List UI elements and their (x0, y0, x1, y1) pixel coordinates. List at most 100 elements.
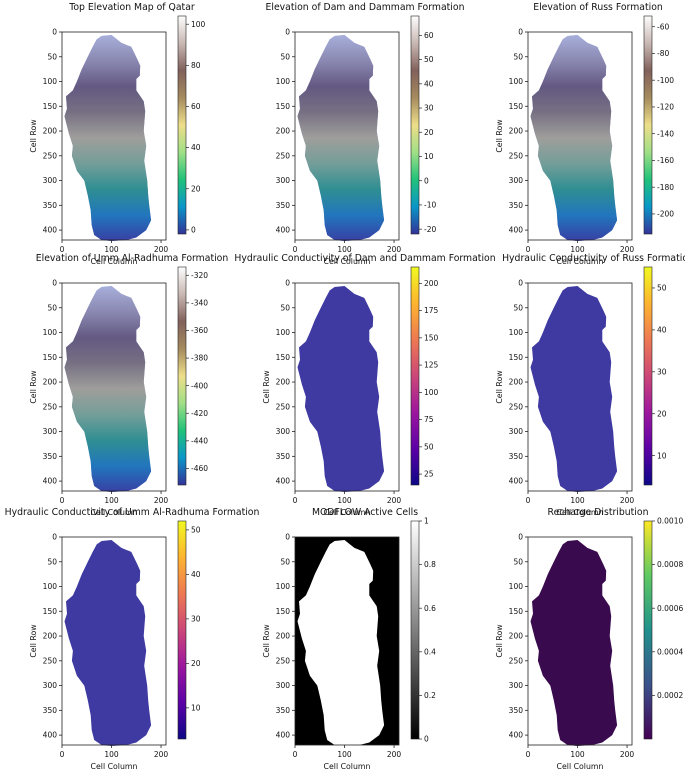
x-axis-label: Cell Column (91, 257, 138, 266)
y-tick-label: 350 (276, 201, 291, 210)
colorbar-tick-label: 10 (657, 451, 667, 460)
colorbar-tick-label: 100 (424, 388, 439, 397)
x-tick-label: 100 (570, 750, 585, 759)
y-tick-label: 400 (43, 731, 58, 740)
colorbar-tick-label: 0.4 (424, 647, 436, 656)
y-tick-label: 350 (276, 452, 291, 461)
colorbar-tick-label: -360 (191, 326, 208, 335)
y-tick-label: 300 (509, 176, 524, 185)
y-tick-label: 150 (43, 102, 58, 111)
colorbar-tick-label: -160 (657, 156, 674, 165)
x-tick-label: 0 (526, 496, 531, 505)
colorbar-tick-label: 1 (424, 517, 429, 526)
y-tick-label: 300 (509, 427, 524, 436)
y-tick-label: 150 (276, 353, 291, 362)
colorbar-tick-label: 150 (424, 333, 439, 342)
active-cells (297, 540, 385, 746)
chart-panel-7: Hydraulic Conductivity of Umm Al-Radhuma… (5, 507, 260, 771)
colorbar (410, 520, 420, 740)
colorbar-tick-label: 175 (424, 306, 439, 315)
colorbar-tick-label: 40 (424, 79, 434, 88)
y-tick-label: 350 (509, 201, 524, 210)
y-tick-label: 100 (276, 328, 291, 337)
map-shape (530, 540, 618, 746)
y-tick-label: 0 (285, 279, 290, 288)
x-tick-label: 0 (60, 750, 65, 759)
colorbar-tick-label: -180 (657, 183, 674, 192)
y-tick-label: 50 (47, 557, 57, 566)
x-tick-label: 0 (293, 245, 298, 254)
colorbar-tick-label: -20 (424, 225, 436, 234)
chart-panel-9: Recharge Distribution 0 100 200 0 50 100 150 200… (495, 507, 683, 771)
y-tick-label: 100 (43, 328, 58, 337)
y-tick-label: 350 (509, 706, 524, 715)
x-tick-label: 0 (526, 750, 531, 759)
plot-frame (294, 536, 400, 746)
colorbar-tick-label: -380 (191, 354, 208, 363)
colorbar-tick-label: 100 (191, 20, 206, 29)
y-tick-label: 50 (47, 303, 57, 312)
y-axis-label: Cell Row (262, 624, 271, 658)
y-tick-label: 200 (509, 378, 524, 387)
x-tick-label: 100 (104, 496, 119, 505)
colorbar-tick-label: 10 (191, 703, 201, 712)
colorbar-tick-label: 200 (424, 279, 439, 288)
y-tick-label: 150 (509, 353, 524, 362)
elevation-shading (64, 286, 152, 492)
y-tick-label: 200 (43, 127, 58, 136)
y-tick-label: 200 (276, 378, 291, 387)
chart-title: MODFLOW Active Cells (312, 507, 418, 518)
colorbar-tick-label: 30 (657, 367, 667, 376)
y-tick-label: 350 (509, 452, 524, 461)
x-axis-label: Cell Column (91, 762, 138, 771)
y-tick-label: 100 (43, 77, 58, 86)
y-tick-label: 350 (43, 706, 58, 715)
plot-frame (527, 536, 633, 746)
x-tick-label: 0 (60, 245, 65, 254)
colorbar-tick-label: 40 (191, 143, 201, 152)
colorbar-tick-label: -440 (191, 436, 208, 445)
y-tick-label: 0 (285, 533, 290, 542)
y-tick-label: 100 (43, 582, 58, 591)
y-tick-label: 50 (513, 557, 523, 566)
y-tick-label: 50 (280, 52, 290, 61)
y-tick-label: 400 (276, 477, 291, 486)
colorbar-tick-label: 0.0006 (657, 604, 683, 613)
colorbar-tick-label: -100 (657, 76, 674, 85)
y-tick-label: 350 (43, 201, 58, 210)
chart-title: Hydraulic Conductivity of Russ Formation (502, 253, 685, 264)
colorbar-tick-label: -400 (191, 381, 208, 390)
colorbar-tick-label: 0.0010 (657, 517, 683, 526)
elevation-shading (64, 35, 152, 241)
x-tick-label: 0 (526, 245, 531, 254)
y-tick-label: 50 (513, 303, 523, 312)
colorbar-tick-label: -200 (657, 210, 674, 219)
y-tick-label: 300 (43, 427, 58, 436)
colorbar (643, 15, 653, 235)
y-tick-label: 150 (43, 353, 58, 362)
colorbar (410, 15, 420, 235)
y-tick-label: 100 (276, 77, 291, 86)
y-tick-label: 250 (276, 656, 291, 665)
y-tick-label: 100 (509, 582, 524, 591)
y-tick-label: 400 (509, 477, 524, 486)
x-tick-label: 100 (337, 750, 352, 759)
y-tick-label: 0 (518, 533, 523, 542)
y-tick-label: 350 (43, 452, 58, 461)
x-axis-label: Cell Column (324, 762, 371, 771)
y-tick-label: 300 (509, 681, 524, 690)
colorbar-tick-label: -340 (191, 298, 208, 307)
y-tick-label: 300 (43, 681, 58, 690)
x-tick-label: 0 (293, 496, 298, 505)
chart-panel-4: Elevation of Umm Al-Radhuma Formation 0 10… (29, 253, 228, 517)
colorbar-tick-label: 50 (424, 55, 434, 64)
x-tick-label: 200 (387, 750, 402, 759)
x-tick-label: 200 (620, 750, 635, 759)
x-tick-label: 200 (387, 496, 402, 505)
x-tick-label: 200 (154, 245, 169, 254)
colorbar-tick-label: -420 (191, 409, 208, 418)
x-tick-label: 200 (387, 245, 402, 254)
chart-title: Hydraulic Conductivity of Dam and Dammam… (234, 253, 495, 264)
plot-frame (61, 536, 167, 746)
